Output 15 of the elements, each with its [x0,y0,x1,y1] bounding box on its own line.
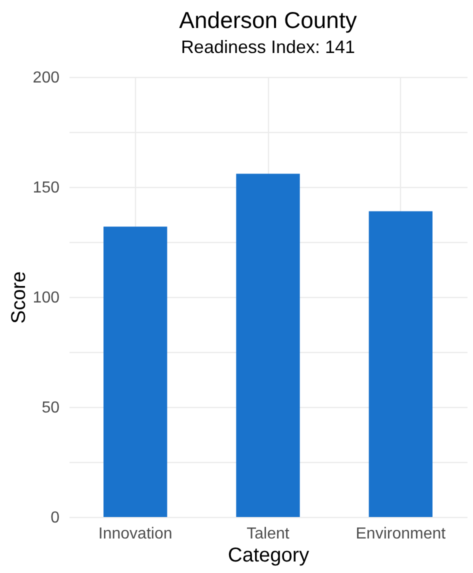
bar [103,226,168,517]
y-tick-label: 100 [32,290,60,306]
y-tick-label: 0 [50,510,60,526]
x-axis-title: Category [228,544,310,566]
y-tick-label: 200 [32,70,60,86]
chart-title: Anderson County [179,7,358,33]
bar [368,211,433,517]
chart-subtitle: Readiness Index: 141 [180,37,356,57]
y-tick-label: 150 [32,180,60,196]
bar [236,174,300,517]
y-tick-label: 50 [42,400,60,416]
x-tick-label: Environment [356,526,446,542]
x-tick-label: Talent [246,526,290,542]
y-axis-title: Score [8,271,30,324]
x-tick-label: Innovation [98,526,172,542]
